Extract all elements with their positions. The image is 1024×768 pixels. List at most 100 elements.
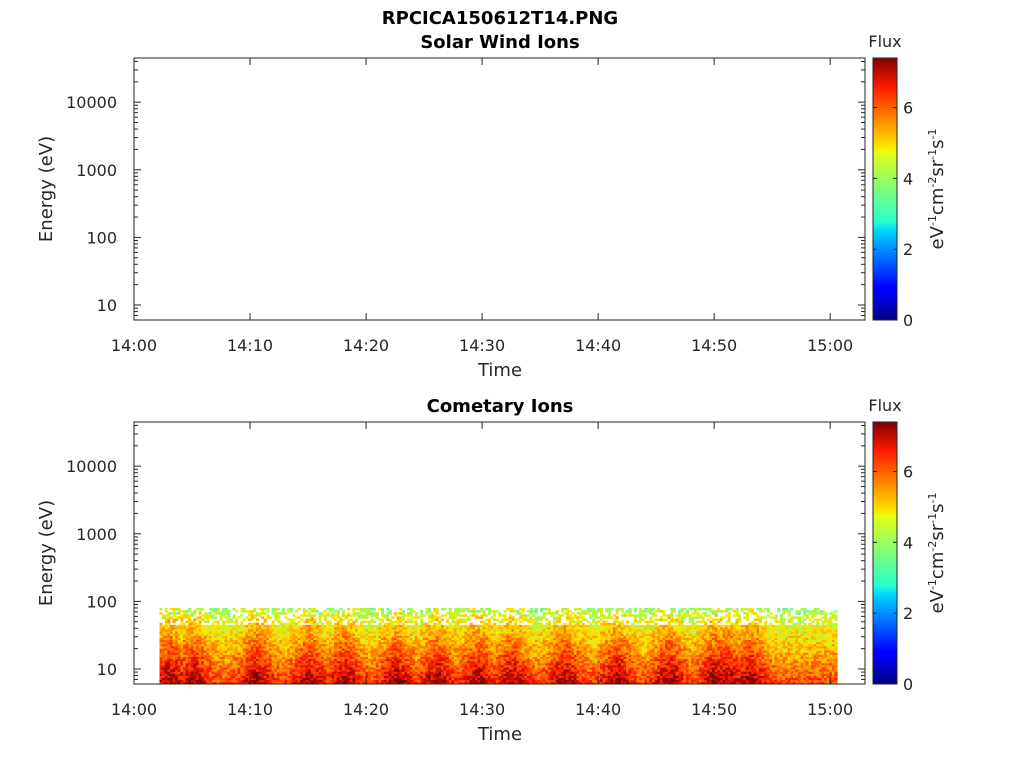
spectrogram-cell [216, 620, 220, 624]
spectrogram-cell [519, 637, 523, 641]
spectrogram-cell [253, 622, 257, 626]
spectrogram-cell [467, 677, 471, 681]
spectrogram-cell [297, 664, 301, 668]
spectrogram-cell [521, 650, 525, 653]
spectrogram-cell [456, 622, 460, 626]
spectrogram-cell [182, 612, 186, 615]
spectrogram-cell [177, 679, 181, 683]
spectrogram-cell [352, 669, 356, 672]
spectrogram-cell [222, 622, 226, 626]
spectrogram-cell [271, 645, 275, 649]
spectrogram-cell [490, 660, 494, 664]
spectrogram-cell [258, 635, 262, 638]
spectrogram-cell [297, 633, 301, 636]
spectrogram-cell [370, 648, 374, 651]
spectrogram-cell [336, 652, 340, 655]
spectrogram-cell [206, 633, 210, 636]
spectrogram-cell [482, 671, 486, 674]
spectrogram-cell [180, 645, 184, 649]
spectrogram-cell [279, 658, 283, 662]
spectrogram-cell [459, 607, 463, 611]
spectrogram-cell [375, 667, 379, 670]
spectrogram-cell [172, 614, 176, 617]
spectrogram-cell [253, 610, 257, 613]
spectrogram-cell [401, 675, 405, 679]
spectrogram-cell [550, 671, 554, 674]
spectrogram-cell [388, 618, 392, 622]
spectrogram-cell [268, 667, 272, 670]
spectrogram-cell [211, 667, 215, 670]
spectrogram-cell [511, 654, 515, 657]
spectrogram-cell [414, 667, 418, 670]
spectrogram-cell [352, 648, 356, 651]
spectrogram-cell [456, 626, 460, 630]
spectrogram-cell [326, 650, 330, 653]
spectrogram-cell [331, 677, 335, 681]
spectrogram-cell [274, 610, 278, 613]
spectrogram-cell [506, 639, 510, 643]
spectrogram-cell [420, 656, 424, 660]
spectrogram-cell [271, 679, 275, 683]
spectrogram-cell [373, 675, 377, 679]
spectrogram-cell [289, 618, 293, 622]
spectrogram-cell [388, 669, 392, 672]
spectrogram-cell [328, 654, 332, 657]
spectrogram-cell [172, 635, 176, 638]
spectrogram-cell [349, 652, 353, 655]
spectrogram-cell [219, 612, 223, 615]
spectrogram-cell [276, 648, 280, 651]
spectrogram-cell [508, 660, 512, 664]
spectrogram-cell [216, 607, 220, 611]
spectrogram-cell [177, 671, 181, 674]
spectrogram-cell [242, 664, 246, 668]
spectrogram-cell [219, 667, 223, 670]
spectrogram-cell [534, 633, 538, 636]
spectrogram-cell [219, 648, 223, 651]
spectrogram-cell [219, 641, 223, 645]
spectrogram-cell [500, 641, 504, 645]
spectrogram-cell [214, 629, 218, 632]
spectrogram-cell [318, 635, 322, 638]
spectrogram-cell [386, 626, 390, 630]
spectrogram-cell [477, 656, 481, 660]
spectrogram-cell [292, 673, 296, 676]
spectrogram-cell [276, 681, 280, 684]
spectrogram-cell [487, 673, 491, 676]
spectrogram-cell [201, 635, 205, 638]
spectrogram-cell [334, 679, 338, 683]
spectrogram-cell [263, 650, 267, 653]
spectrogram-cell [493, 673, 497, 676]
spectrogram-cell [375, 681, 379, 684]
spectrogram-cell [209, 616, 213, 619]
spectrogram-cell [331, 614, 335, 617]
spectrogram-cell [167, 654, 171, 657]
spectrogram-cell [297, 648, 301, 651]
spectrogram-cell [214, 673, 218, 676]
spectrogram-cell [263, 671, 267, 674]
spectrogram-cell [362, 673, 366, 676]
spectrogram-cell [232, 645, 236, 649]
spectrogram-cell [435, 671, 439, 674]
spectrogram-cell [425, 679, 429, 683]
spectrogram-cell [219, 654, 223, 657]
spectrogram-cell [500, 631, 504, 634]
spectrogram-cell [443, 626, 447, 630]
spectrogram-cell [162, 677, 166, 681]
spectrogram-cell [209, 629, 213, 632]
spectrogram-cell [222, 631, 226, 634]
spectrogram-cell [172, 650, 176, 653]
spectrogram-cell [352, 654, 356, 657]
spectrogram-cell [368, 656, 372, 660]
spectrogram-cell [388, 635, 392, 638]
spectrogram-cell [255, 643, 259, 647]
spectrogram-cell [519, 679, 523, 683]
spectrogram-cell [188, 618, 192, 622]
spectrogram-cell [310, 610, 314, 613]
spectrogram-cell [386, 622, 390, 626]
spectrogram-cell [435, 645, 439, 649]
spectrogram-cell [305, 675, 309, 679]
spectrogram-cell [300, 639, 304, 643]
spectrogram-cell [534, 616, 538, 619]
spectrogram-cell [331, 629, 335, 632]
spectrogram-cell [341, 614, 345, 617]
